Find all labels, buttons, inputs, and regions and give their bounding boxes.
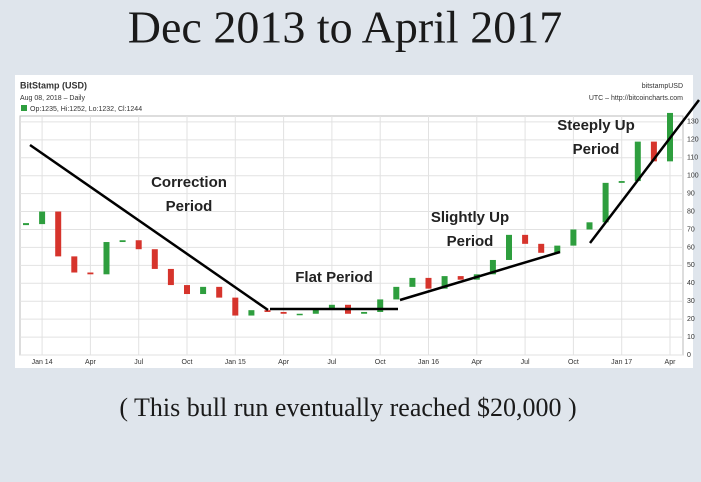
symbol: bitstampUSD — [642, 83, 683, 90]
y-tick-label: 80 — [687, 208, 695, 215]
y-tick-label: 70 — [687, 226, 695, 233]
trend-line — [589, 99, 700, 244]
x-tick-label: Jul — [521, 359, 530, 366]
x-tick-label: Jan 17 — [611, 359, 632, 366]
x-tick-label: Jan 14 — [32, 359, 53, 366]
date-line: Aug 08, 2018 – Daily — [20, 95, 85, 102]
candle — [570, 229, 577, 246]
candle — [328, 304, 335, 309]
candle — [522, 234, 529, 244]
x-tick-label: Oct — [568, 359, 579, 366]
y-tick-label: 90 — [687, 190, 695, 197]
x-tick-label: Apr — [278, 359, 290, 366]
candle — [216, 286, 223, 298]
y-tick-label: 100 — [687, 173, 699, 180]
candle — [425, 277, 432, 289]
candle — [103, 242, 110, 275]
candle — [409, 277, 416, 287]
candle — [618, 181, 625, 183]
annotation: Flat Period — [295, 269, 373, 286]
annotation: Period — [573, 141, 620, 158]
legend-swatch — [21, 105, 27, 111]
credit: UTC – http://bitcoincharts.com — [589, 95, 683, 102]
x-tick-label: Apr — [471, 359, 483, 366]
trend-line — [29, 143, 269, 312]
candle — [248, 310, 255, 316]
y-tick-label: 0 — [687, 352, 691, 359]
trend-line — [399, 250, 561, 302]
x-tick-label: Oct — [375, 359, 386, 366]
candle — [489, 259, 496, 275]
candle — [554, 245, 561, 253]
candle — [264, 310, 271, 312]
x-tick-label: Apr — [665, 359, 677, 366]
x-tick-label: Apr — [85, 359, 97, 366]
candle — [87, 272, 94, 275]
y-tick-label: 60 — [687, 244, 695, 251]
candle — [296, 313, 303, 316]
candle — [457, 276, 464, 280]
candle — [506, 234, 512, 260]
candle — [361, 311, 368, 314]
annotation: Period — [447, 233, 494, 250]
candle — [167, 268, 174, 286]
candle — [119, 240, 126, 243]
candle — [441, 276, 448, 289]
y-tick-label: 10 — [687, 334, 695, 341]
annotation: Steeply Up — [557, 117, 635, 134]
y-tick-label: 50 — [687, 262, 695, 269]
x-tick-label: Oct — [182, 359, 193, 366]
annotation: Slightly Up — [431, 209, 509, 226]
y-tick-label: 20 — [687, 316, 695, 323]
y-tick-label: 130 — [687, 119, 699, 126]
y-tick-label: 120 — [687, 137, 699, 144]
candle — [71, 256, 78, 273]
candle — [55, 211, 62, 257]
candle — [232, 297, 239, 316]
annotation: Period — [166, 198, 213, 215]
candle — [151, 249, 158, 269]
candle — [312, 308, 319, 314]
candle — [23, 223, 29, 226]
candle — [184, 285, 190, 295]
source: BitStamp (USD) — [20, 80, 87, 90]
caption: ( This bull run eventually reached $20,0… — [119, 393, 576, 422]
candle — [377, 299, 384, 312]
grid: 0 10 20 30 40 50 60 70 80 90 100 110 120 130 Jan 14 Apr… — [20, 116, 699, 366]
y-tick-label: 40 — [687, 280, 695, 287]
candle — [135, 240, 142, 250]
candle — [602, 182, 609, 223]
candle — [393, 286, 400, 300]
slide-title: Dec 2013 to April 2017 — [128, 2, 562, 53]
ohlc-line: Op:1235, Hi:1252, Lo:1232, Cl:1244 — [30, 106, 142, 113]
candle — [280, 311, 287, 314]
x-tick-label: Jul — [134, 359, 143, 366]
y-tick-label: 110 — [687, 155, 698, 162]
candle — [39, 211, 46, 225]
x-tick-label: Jan 15 — [225, 359, 246, 366]
candle — [650, 141, 657, 162]
candle — [634, 141, 641, 182]
x-tick-label: Jan 16 — [418, 359, 439, 366]
candle — [538, 243, 545, 253]
candle — [586, 222, 593, 230]
y-tick-label: 30 — [687, 298, 695, 305]
candle — [200, 286, 207, 295]
x-tick-label: Jul — [327, 359, 336, 366]
annotation: Correction — [151, 174, 227, 191]
